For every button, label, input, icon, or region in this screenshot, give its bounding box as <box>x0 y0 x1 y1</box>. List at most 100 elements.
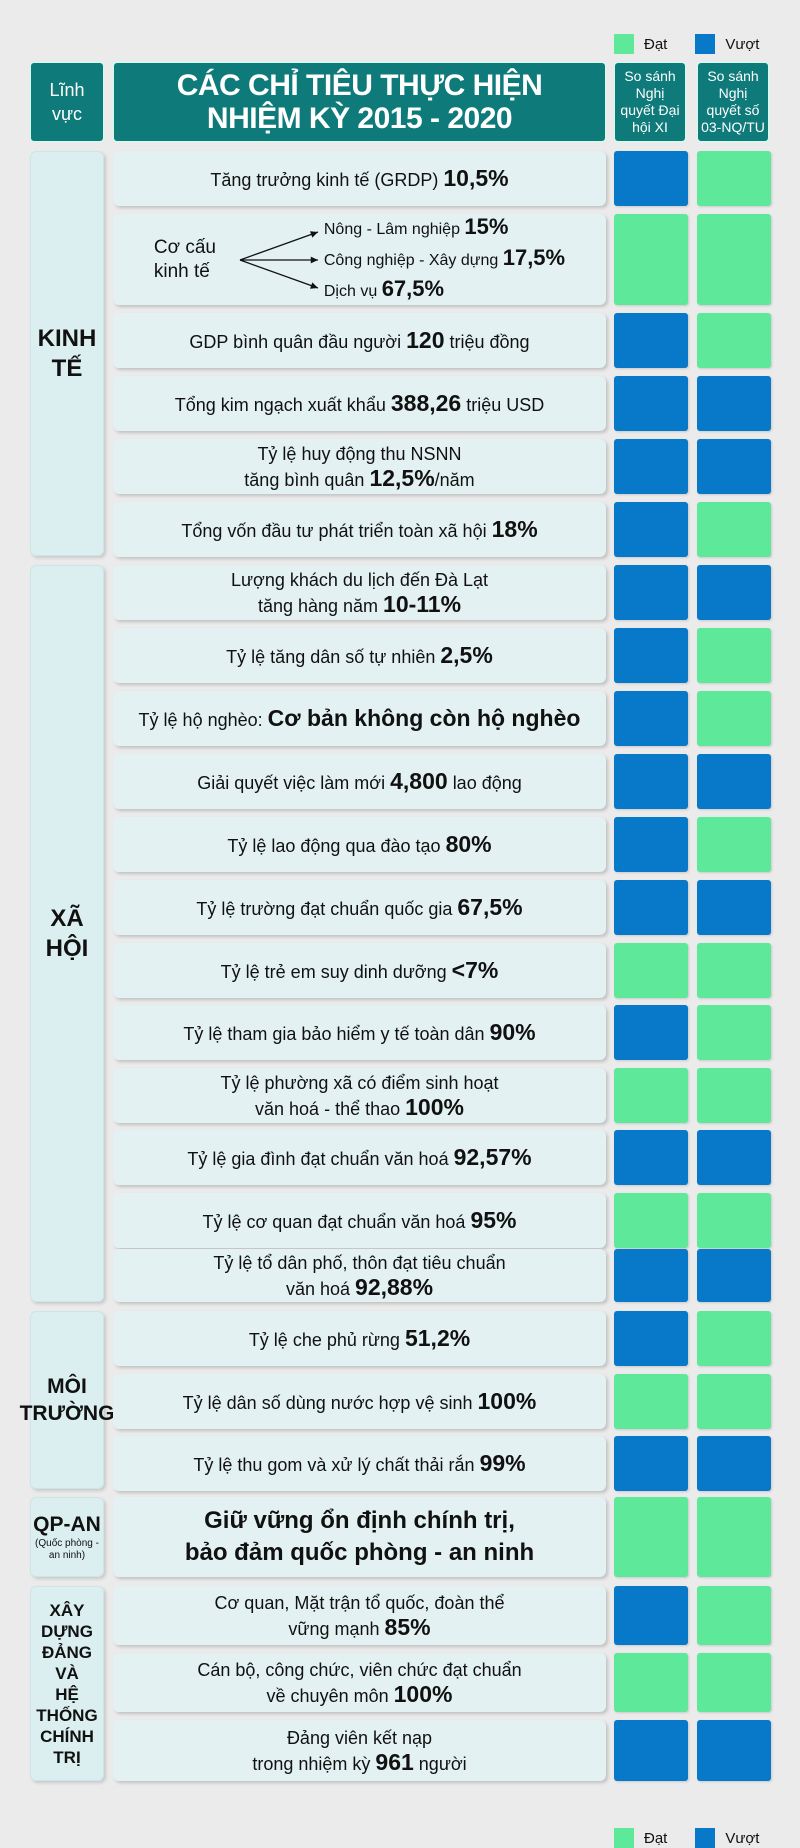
structure-label: Cơ cấu kinh tế <box>153 236 216 282</box>
indicator-row: Tỷ lệ che phủ rừng 51,2% <box>113 1311 606 1366</box>
legend-bottom: Đạt Vượt <box>614 1828 787 1848</box>
compare-dai-hoi-vuot-cell <box>614 151 688 206</box>
title-line-2: NHIỆM KỲ 2015 - 2020 <box>206 102 513 135</box>
indicator-value: 10-11% <box>383 590 462 617</box>
indicator-label: Tổng vốn đầu tư phát triển toàn xã hội <box>181 520 487 541</box>
indicator-label: Tỷ lệ dân số dùng nước hợp vệ sinh <box>182 1392 473 1413</box>
indicator-suffix: triệu đồng <box>449 331 530 352</box>
indicator-main-line: Tỷ lệ gia đình đạt chuẩn văn hoá 92,57% <box>187 1145 531 1171</box>
compare-dai-hoi-vuot-cell <box>614 817 688 872</box>
compare-dai-hoi-vuot-cell <box>614 439 688 494</box>
indicator-value: 100% <box>393 1680 453 1707</box>
indicator-value: 90% <box>489 1018 536 1045</box>
indicator-text: Cán bộ, công chức, viên chức đạt chuẩn về… <box>197 1658 521 1708</box>
category-moi-truong: MÔI TRƯỜNG <box>20 1311 114 1489</box>
compare-dai-hoi-dat-cell <box>614 1374 688 1429</box>
indicator-main-line: tăng hàng năm 10-11% <box>231 592 488 618</box>
indicator-main-line: Tổng kim ngạch xuất khẩu 388,26 triệu US… <box>175 391 545 417</box>
indicator-row: Tỷ lệ lao động qua đào tạo 80% <box>113 817 606 872</box>
indicator-label: Giải quyết việc làm mới <box>197 772 386 793</box>
indicator-text: Tỷ lệ cơ quan đạt chuẩn văn hoá 95% <box>202 1208 516 1234</box>
indicator-label: Tỷ lệ trẻ em suy dinh dưỡng <box>220 961 447 982</box>
indicator-text: GDP bình quân đầu người 120 triệu đồng <box>189 328 529 354</box>
structure-item-text: Công nghiệp - Xây dựng <box>323 252 499 269</box>
compare-03nq-vuot-cell <box>697 439 771 494</box>
indicator-main-line: văn hoá - thể thao 100% <box>221 1095 499 1121</box>
indicator-text: Tỷ lệ gia đình đạt chuẩn văn hoá 92,57% <box>187 1145 531 1171</box>
structure-item-value: 15% <box>464 214 509 239</box>
header-compare-2: So sánh Nghị quyết số 03-NQ/TU <box>697 62 769 142</box>
indicator-main-line: Tỷ lệ thu gom và xử lý chất thải rắn 99% <box>193 1451 525 1477</box>
category-kinh-te: KINH TẾ <box>30 151 104 556</box>
compare-dai-hoi-dat-cell <box>614 214 688 305</box>
indicator-text: Tổng kim ngạch xuất khẩu 388,26 triệu US… <box>175 391 545 417</box>
indicator-row: Tỷ lệ cơ quan đạt chuẩn văn hoá 95% <box>113 1193 606 1248</box>
indicator-text: Tỷ lệ lao động qua đào tạo 80% <box>227 832 491 858</box>
indicator-value: 92,88% <box>355 1273 434 1300</box>
indicator-text: Tỷ lệ trường đạt chuẩn quốc gia 67,5% <box>196 895 522 921</box>
indicator-line-1: Tỷ lệ huy động thu NSNN <box>257 443 462 464</box>
indicator-row: Giữ vững ổn định chính trị, bảo đảm quốc … <box>113 1497 606 1577</box>
legend-bottom-vuot: Vượt <box>695 1828 759 1848</box>
indicator-label: Tỷ lệ thu gom và xử lý chất thải rắn <box>193 1454 475 1475</box>
compare-dai-hoi-vuot-cell <box>614 376 688 431</box>
compare-dai-hoi-dat-cell <box>614 1068 688 1123</box>
category-xay-dung-dang: XÂY DỰNG ĐẢNG VÀ HỆ THỐNG CHÍNH TRỊ <box>30 1586 104 1781</box>
indicator-text: Tỷ lệ hộ nghèo: Cơ bản không còn hộ nghè… <box>139 706 581 732</box>
indicator-text: Tỷ lệ trẻ em suy dinh dưỡng <7% <box>221 958 499 984</box>
indicator-row: Tỷ lệ tổ dân phố, thôn đạt tiêu chuẩn văn… <box>113 1249 606 1302</box>
header-compare-1: So sánh Nghị quyết Đại hội XI <box>614 62 686 142</box>
indicator-row: Tỷ lệ gia đình đạt chuẩn văn hoá 92,57% <box>113 1130 606 1185</box>
indicator-main-line: Tăng trưởng kinh tế (GRDP) 10,5% <box>210 166 508 192</box>
legend-dat: Đạt <box>614 34 667 54</box>
indicator-row: Tỷ lệ tham gia bảo hiểm y tế toàn dân 90… <box>113 1005 606 1060</box>
indicator-row: Tỷ lệ trường đạt chuẩn quốc gia 67,5% <box>113 880 606 935</box>
indicator-line-1: Tỷ lệ phường xã có điểm sinh hoạt <box>220 1072 499 1093</box>
indicator-row: Tỷ lệ phường xã có điểm sinh hoạt văn hoá… <box>113 1068 606 1123</box>
category-xa-hoi: XÃ HỘI <box>30 565 104 1302</box>
header-field: Lĩnh vực <box>30 62 104 142</box>
indicator-main-line: vững mạnh 85% <box>215 1615 505 1641</box>
structure-item: Dịch vụ 67,5% <box>324 275 565 306</box>
indicator-text: Giải quyết việc làm mới 4,800 lao động <box>197 769 522 795</box>
indicator-main-line: trong nhiệm kỳ 961 người <box>252 1750 466 1776</box>
compare-03nq-dat-cell <box>697 1374 771 1429</box>
indicator-label: Tỷ lệ cơ quan đạt chuẩn văn hoá <box>202 1211 466 1232</box>
indicator-text: Tỷ lệ tham gia bảo hiểm y tế toàn dân 90… <box>183 1020 535 1046</box>
compare-dai-hoi-dat-cell <box>614 943 688 998</box>
indicator-main-line: Tỷ lệ lao động qua đào tạo 80% <box>227 832 491 858</box>
indicator-text: Tỷ lệ dân số dùng nước hợp vệ sinh 100% <box>183 1389 537 1415</box>
indicator-text: Tỷ lệ tăng dân số tự nhiên 2,5% <box>226 643 493 669</box>
economic-structure: Cơ cấu kinh tế Nông - Lâm nghiệp 15% Công … <box>119 213 600 306</box>
structure-item-value: 67,5% <box>381 276 445 301</box>
qp-an-text: Giữ vững ổn định chính trị, bảo đảm quốc … <box>185 1505 534 1569</box>
structure-item: Nông - Lâm nghiệp 15% <box>324 213 565 244</box>
compare-dai-hoi-vuot-cell <box>614 1586 688 1645</box>
compare-03nq-dat-cell <box>697 1068 771 1123</box>
indicator-main-line: tăng bình quân 12,5%/năm <box>244 466 474 492</box>
indicator-main-line: văn hoá 92,88% <box>213 1275 505 1301</box>
structure-item: Công nghiệp - Xây dựng 17,5% <box>324 244 565 275</box>
indicator-row: Tỷ lệ thu gom và xử lý chất thải rắn 99% <box>113 1436 606 1491</box>
compare-dai-hoi-vuot-cell <box>614 628 688 683</box>
indicator-label: Tổng kim ngạch xuất khẩu <box>174 394 386 415</box>
compare-03nq-dat-cell <box>697 313 771 368</box>
structure-items: Nông - Lâm nghiệp 15% Công nghiệp - Xây d… <box>324 213 565 306</box>
indicator-value: 80% <box>445 830 492 857</box>
indicator-label: trong nhiệm kỳ <box>252 1753 371 1774</box>
indicator-row: Tỷ lệ huy động thu NSNN tăng bình quân 12… <box>113 439 606 494</box>
indicator-value: 95% <box>470 1206 517 1233</box>
compare-dai-hoi-vuot-cell <box>614 1311 688 1366</box>
compare-03nq-vuot-cell <box>697 565 771 620</box>
legend-bottom-vuot-label: Vượt <box>725 1829 760 1847</box>
indicator-value: 92,57% <box>453 1143 532 1170</box>
indicator-main-line: Tỷ lệ hộ nghèo: Cơ bản không còn hộ nghè… <box>139 706 581 732</box>
indicator-row: Cơ quan, Mặt trận tổ quốc, đoàn thể vững … <box>113 1586 606 1645</box>
structure-arrow <box>239 258 319 289</box>
compare-03nq-dat-cell <box>697 1311 771 1366</box>
legend-bottom-dat-label: Đạt <box>644 1829 668 1847</box>
indicator-suffix: /năm <box>434 469 475 490</box>
compare-03nq-vuot-cell <box>697 754 771 809</box>
compare-03nq-dat-cell <box>697 943 771 998</box>
indicator-row: Tỷ lệ tăng dân số tự nhiên 2,5% <box>113 628 606 683</box>
